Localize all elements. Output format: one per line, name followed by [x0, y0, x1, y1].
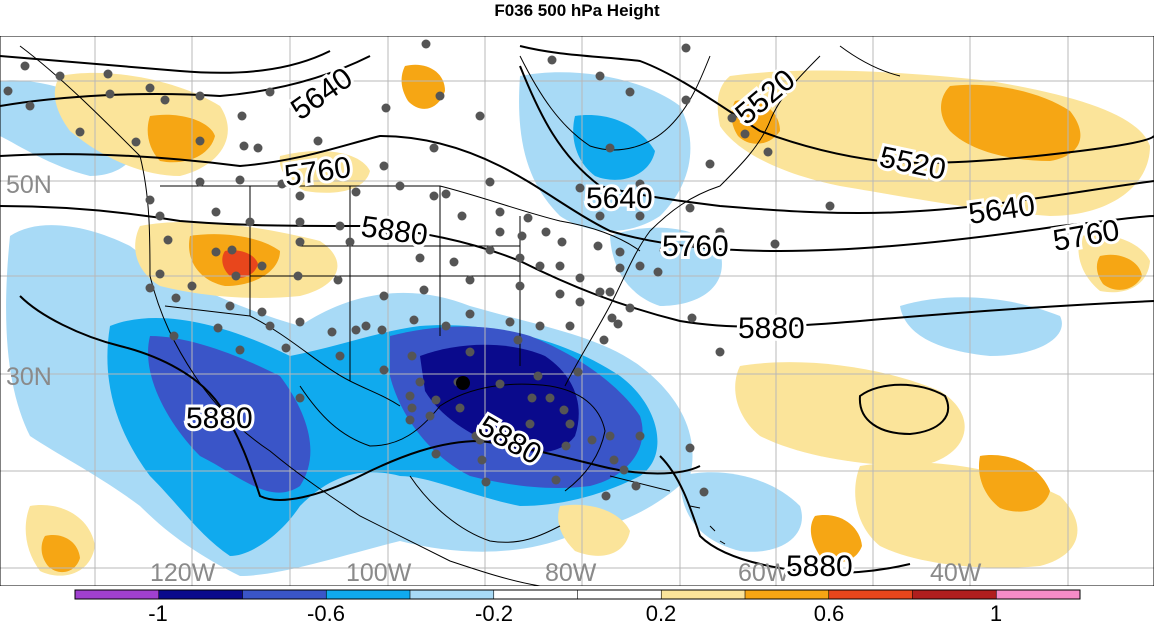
lon-label-80w: 80W [545, 559, 597, 586]
coastline-greenland [839, 45, 901, 77]
observation-stations [3, 39, 835, 501]
colorbar-swatch [158, 590, 243, 599]
shade-orange-atlantic-se [978, 455, 1050, 512]
colorbar-swatch [577, 590, 662, 599]
lon-label-60w: 60W [738, 559, 790, 586]
shade-orange-greenland [941, 84, 1081, 161]
colorbar-swatches [75, 590, 1081, 599]
coastline-hudson [519, 55, 711, 151]
colorbar-outline [74, 589, 1081, 600]
colorbar-svg: -1 -0.6 -0.2 0.2 0.6 1 [74, 589, 1081, 626]
height-anomaly-map: 50N 30N 120W 100W 80W 60W 40W 5640 5760 … [0, 35, 1154, 587]
border-states-1 [249, 186, 521, 381]
shade-orange-atlantic-s [810, 515, 862, 562]
shade-yellow-midwest [279, 151, 370, 193]
border-us-canada [160, 185, 641, 252]
colorbar-label-neg1: -1 [148, 601, 168, 622]
shade-yellow-west [558, 504, 630, 556]
height-contours [0, 45, 1154, 575]
islands-caribbean [609, 475, 726, 545]
graticule [0, 36, 1154, 586]
lon-label-40w: 40W [930, 559, 982, 586]
colorbar-label-1: 1 [990, 601, 1002, 622]
shade-orange-east-atl [1096, 254, 1142, 290]
coastline-gulf [299, 383, 606, 492]
shade-orange-pacific-sw [41, 535, 80, 573]
colorbar-swatch [326, 590, 411, 599]
colorbar-label-neg02: -0.2 [475, 601, 513, 622]
contour-label-5760-central: 5760 [662, 230, 729, 263]
colorbar-swatch [912, 590, 997, 599]
colorbar: -1 -0.6 -0.2 0.2 0.6 1 [0, 588, 1154, 626]
contour-5760 [0, 134, 1154, 253]
shade-orange-nw [147, 114, 215, 163]
contour-label-5880-atlantic: 5880 [738, 312, 805, 345]
contour-label-5880-mexico: 5880 [186, 402, 253, 435]
colorbar-swatch [493, 590, 578, 599]
contour-5880-low [19, 295, 701, 501]
shade-light-blue-caribbean [680, 472, 802, 552]
contour-5880-closed [858, 383, 950, 436]
lat-label-50n: 50N [6, 171, 52, 199]
colorbar-label-06: 0.6 [814, 601, 845, 622]
contour-5640-nw [0, 50, 331, 74]
lat-label-30n: 30N [6, 363, 52, 391]
lon-label-100w: 100W [346, 559, 412, 586]
colorbar-swatch [242, 590, 327, 599]
colorbar-swatch [828, 590, 913, 599]
colorbar-swatch [75, 590, 160, 599]
map-area: 50N 30N 120W 100W 80W 60W 40W 5640 5760 … [0, 35, 1154, 587]
shade-light-blue-atlantic [900, 297, 1062, 356]
map-title: F036 500 hPa Height [494, 1, 660, 20]
shade-red-rockies [222, 250, 258, 278]
shade-yellow-atlantic-mid [735, 362, 965, 466]
coastline-caribbean [409, 475, 561, 543]
lon-label-120w: 120W [150, 559, 216, 586]
colorbar-label-neg06: -0.6 [307, 601, 345, 622]
contour-label-5640-central: 5640 [586, 182, 653, 215]
contour-5640-north [0, 55, 1154, 215]
shade-orange-ne [401, 64, 445, 109]
contour-label-5880-south: 5880 [786, 550, 853, 583]
colorbar-label-02: 0.2 [646, 601, 677, 622]
contour-5880-south [659, 455, 911, 575]
coastline-atlantic [564, 55, 821, 387]
colorbar-swatch [745, 590, 830, 599]
graticule-labels: 50N 30N 120W 100W 80W 60W 40W [6, 171, 982, 587]
contour-5880-north [0, 205, 1154, 328]
contour-5520 [519, 45, 1154, 164]
colorbar-swatch [410, 590, 495, 599]
colorbar-swatch [661, 590, 746, 599]
colorbar-swatch [996, 590, 1081, 599]
